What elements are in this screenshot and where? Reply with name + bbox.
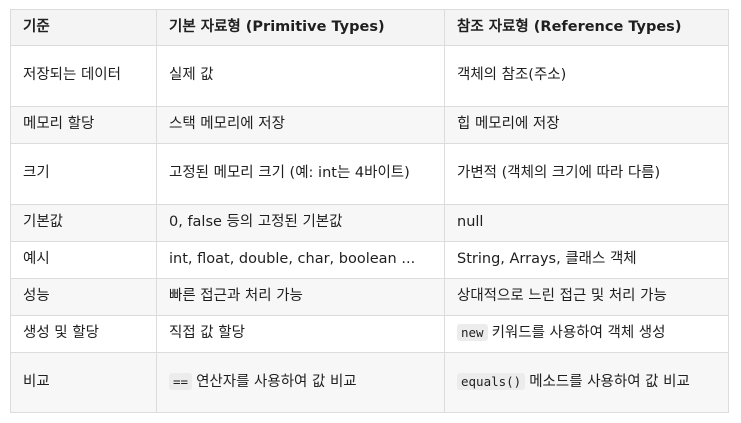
- header-row: 기준 기본 자료형 (Primitive Types) 참조 자료형 (Refe…: [10, 9, 729, 46]
- reference-cell: new 키워드를 사용하여 객체 생성: [444, 315, 729, 353]
- reference-cell: 상대적으로 느린 접근 및 처리 가능: [444, 278, 729, 316]
- primitive-cell: 빠른 접근과 처리 가능: [156, 278, 445, 316]
- header-criterion: 기준: [10, 9, 157, 46]
- primitive-cell: 실제 값: [156, 45, 445, 107]
- table-row: 기본값 0, false 등의 고정된 기본값 null: [10, 204, 729, 242]
- table-row: 성능 빠른 접근과 처리 가능 상대적으로 느린 접근 및 처리 가능: [10, 278, 729, 316]
- primitive-cell: 고정된 메모리 크기 (예: int는 4바이트): [156, 143, 445, 205]
- table-row: 저장되는 데이터 실제 값 객체의 참조(주소): [10, 45, 729, 107]
- reference-cell: 객체의 참조(주소): [444, 45, 729, 107]
- reference-text: 키워드를 사용하여 객체 생성: [491, 325, 666, 342]
- criterion-cell: 저장되는 데이터: [10, 45, 157, 107]
- primitive-cell: 직접 값 할당: [156, 315, 445, 353]
- reference-cell: 가변적 (객체의 크기에 따라 다름): [444, 143, 729, 205]
- criterion-cell: 기본값: [10, 204, 157, 242]
- reference-cell: String, Arrays, 클래스 객체: [444, 241, 729, 279]
- table-row: 예시 int, float, double, char, boolean ...…: [10, 241, 729, 279]
- criterion-cell: 예시: [10, 241, 157, 279]
- reference-cell: null: [444, 204, 729, 242]
- primitive-cell: int, float, double, char, boolean ...: [156, 241, 445, 279]
- header-reference: 참조 자료형 (Reference Types): [444, 9, 729, 46]
- criterion-cell: 비교: [10, 352, 157, 413]
- primitive-cell: 0, false 등의 고정된 기본값: [156, 204, 445, 242]
- reference-cell: 힙 메모리에 저장: [444, 106, 729, 144]
- primitive-text: 연산자를 사용하여 값 비교: [196, 373, 357, 390]
- header-primitive: 기본 자료형 (Primitive Types): [156, 9, 445, 46]
- table-row: 메모리 할당 스택 메모리에 저장 힙 메모리에 저장: [10, 106, 729, 144]
- table-row: 크기 고정된 메모리 크기 (예: int는 4바이트) 가변적 (객체의 크기…: [10, 143, 729, 205]
- reference-text: 메소드를 사용하여 값 비교: [529, 373, 690, 390]
- table-row: 생성 및 할당 직접 값 할당 new 키워드를 사용하여 객체 생성: [10, 315, 729, 353]
- primitive-cell: == 연산자를 사용하여 값 비교: [156, 352, 445, 413]
- comparison-table: 기준 기본 자료형 (Primitive Types) 참조 자료형 (Refe…: [10, 9, 729, 413]
- inline-code: ==: [169, 372, 193, 390]
- criterion-cell: 메모리 할당: [10, 106, 157, 144]
- inline-code: new: [457, 324, 488, 342]
- inline-code: equals(): [457, 372, 526, 390]
- criterion-cell: 성능: [10, 278, 157, 316]
- criterion-cell: 생성 및 할당: [10, 315, 157, 353]
- primitive-cell: 스택 메모리에 저장: [156, 106, 445, 144]
- criterion-cell: 크기: [10, 143, 157, 205]
- table-row: 비교 == 연산자를 사용하여 값 비교 equals() 메소드를 사용하여 값 …: [10, 352, 729, 413]
- reference-cell: equals() 메소드를 사용하여 값 비교: [444, 352, 729, 413]
